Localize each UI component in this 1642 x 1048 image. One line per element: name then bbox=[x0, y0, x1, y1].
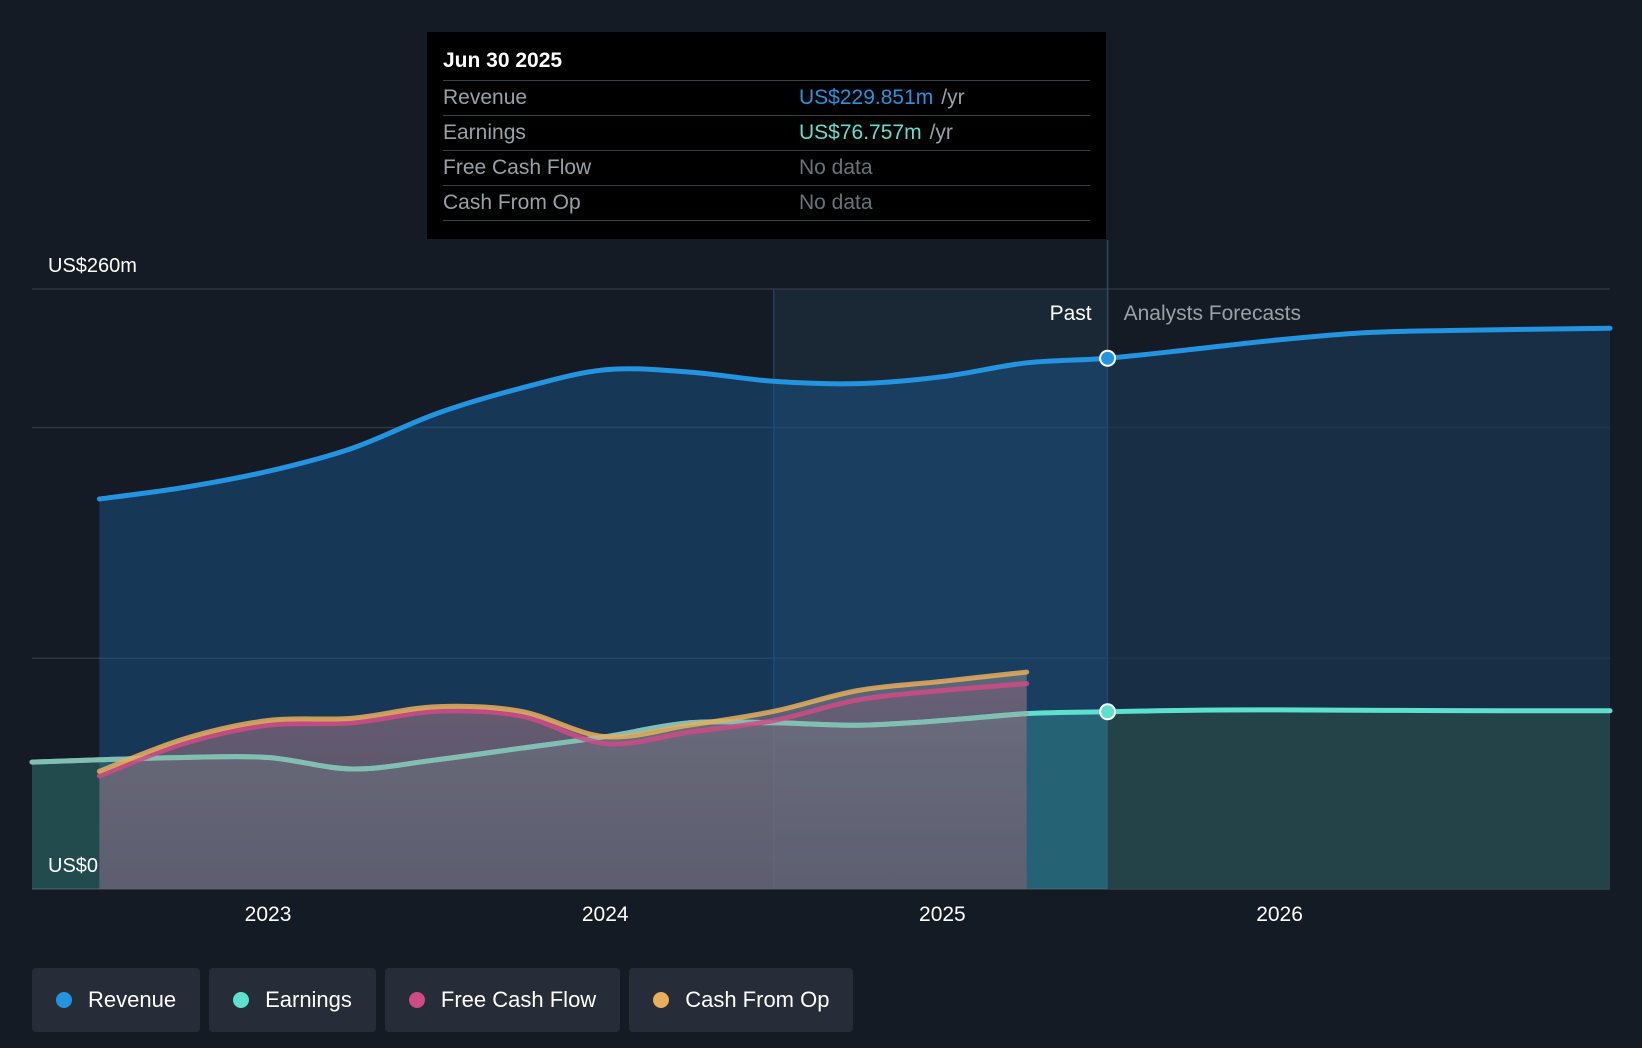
legend: Revenue Earnings Free Cash Flow Cash Fro… bbox=[32, 968, 854, 1032]
tooltip-label: Cash From Op bbox=[443, 191, 581, 214]
tooltip-row-revenue: Revenue US$229.851m /yr bbox=[443, 81, 1090, 116]
earnings-line-muted bbox=[29, 711, 1030, 772]
tooltip-unit: /yr bbox=[941, 86, 965, 109]
chart-markers bbox=[1099, 349, 1117, 721]
legend-label: Earnings bbox=[265, 987, 352, 1012]
tooltip-value: US$76.757m bbox=[799, 121, 922, 144]
legend-item-earnings[interactable]: Earnings bbox=[209, 968, 376, 1032]
series-areas bbox=[32, 328, 1610, 889]
legend-item-cash-from-op[interactable]: Cash From Op bbox=[629, 968, 854, 1032]
legend-label: Cash From Op bbox=[685, 987, 830, 1012]
earnings-area-forecast bbox=[1107, 709, 1610, 889]
tooltip-date: Jun 30 2025 bbox=[443, 46, 1090, 81]
cash-from-op-dot-icon bbox=[653, 992, 670, 1008]
free-cash-flow-line bbox=[96, 681, 1030, 779]
tooltip-row-cash-from-op: Cash From Op No data bbox=[443, 186, 1090, 221]
tooltip-value: US$229.851m bbox=[799, 86, 934, 109]
series-lines bbox=[29, 325, 1613, 779]
tooltip-label: Free Cash Flow bbox=[443, 156, 592, 179]
x-tick-label: 2023 bbox=[245, 903, 292, 926]
revenue-line bbox=[96, 325, 1613, 502]
earnings-marker bbox=[1099, 703, 1117, 721]
legend-label: Revenue bbox=[88, 987, 177, 1012]
tooltip-value: No data bbox=[799, 191, 873, 214]
tooltip-label: Earnings bbox=[443, 121, 526, 144]
forecast-label: Analysts Forecasts bbox=[1124, 302, 1301, 325]
y-tick-label: US$260m bbox=[48, 255, 137, 277]
revenue-dot-icon bbox=[56, 992, 72, 1008]
tooltip: Jun 30 2025 Revenue US$229.851m /yr Earn… bbox=[427, 32, 1106, 239]
x-tick-label: 2024 bbox=[582, 903, 629, 926]
tooltip-unit: /yr bbox=[929, 121, 953, 144]
legend-item-revenue[interactable]: Revenue bbox=[32, 968, 201, 1032]
tooltip-row-earnings: Earnings US$76.757m /yr bbox=[443, 116, 1090, 151]
free-cash-flow-area bbox=[99, 683, 1027, 889]
y-tick-label: US$0 bbox=[48, 855, 98, 877]
x-tick-label: 2025 bbox=[919, 903, 966, 926]
cash-from-op-line bbox=[96, 669, 1030, 774]
tooltip-row-free-cash-flow: Free Cash Flow No data bbox=[443, 151, 1090, 186]
chart-text: US$260m US$0 2023 2024 2025 2026 Past Analysts … bbox=[48, 255, 1303, 926]
cash-from-op-area bbox=[99, 672, 1027, 889]
earnings-dot-icon bbox=[233, 992, 250, 1008]
tooltip-label: Revenue bbox=[443, 86, 528, 109]
revenue-marker bbox=[1099, 349, 1117, 367]
legend-label: Free Cash Flow bbox=[440, 987, 597, 1012]
legend-item-free-cash-flow[interactable]: Free Cash Flow bbox=[384, 968, 621, 1032]
x-tick-label: 2026 bbox=[1256, 903, 1303, 926]
tooltip-value: No data bbox=[799, 156, 873, 179]
past-label: Past bbox=[1050, 302, 1092, 325]
free-cash-flow-dot-icon bbox=[408, 992, 425, 1008]
